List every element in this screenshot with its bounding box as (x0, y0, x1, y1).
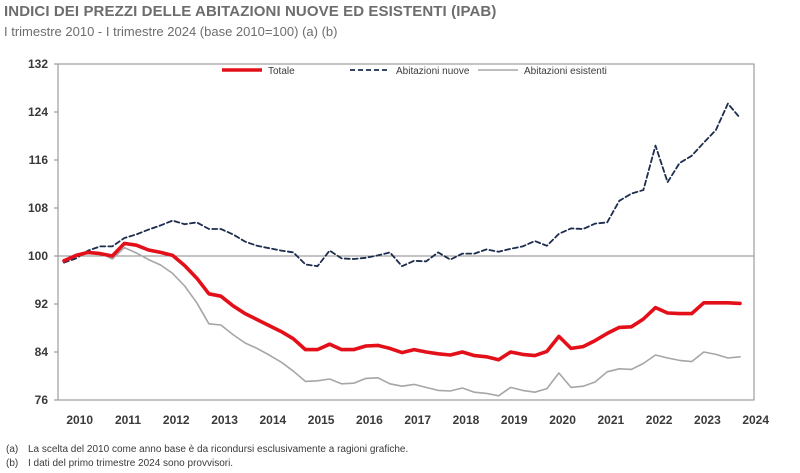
legend-label: Totale (268, 66, 295, 77)
plot-frame (57, 63, 755, 401)
y-tick-label: 76 (35, 393, 49, 407)
x-tick-label: 2024 (742, 413, 769, 427)
footnote-text: La scelta del 2010 come anno base è da r… (28, 444, 409, 455)
page-title: INDICI DEI PREZZI DELLE ABITAZIONI NUOVE… (4, 3, 497, 20)
x-tick-label: 2010 (66, 413, 93, 427)
footnote-a: (a) La scelta del 2010 come anno base è d… (6, 443, 408, 457)
x-tick-label: 2012 (163, 413, 190, 427)
y-tick-label: 132 (28, 57, 48, 71)
chart: 76 84 92 100 108 116 124 132 2010 2011 2012 2013 20… (4, 52, 794, 436)
y-tick-label: 116 (29, 153, 49, 167)
footnotes: (a) La scelta del 2010 come anno base è d… (6, 443, 408, 471)
x-tick-label: 2014 (259, 413, 286, 427)
y-tick-label: 92 (35, 297, 49, 311)
y-tick-label: 124 (28, 105, 48, 119)
series-line-totale (62, 241, 742, 362)
x-tick-label: 2021 (597, 413, 624, 427)
x-tick-label: 2022 (646, 413, 673, 427)
chart-svg: 76 84 92 100 108 116 124 132 2010 2011 2012 2013 20… (28, 57, 769, 427)
x-tick-label: 2016 (356, 413, 383, 427)
x-tick-label: 2018 (453, 413, 480, 427)
y-tick-label: 84 (35, 345, 49, 359)
footnote-key: (a) (6, 444, 19, 455)
footnote-text: I dati del primo trimestre 2024 sono pro… (28, 458, 234, 469)
legend-label: Abitazioni esistenti (524, 66, 607, 77)
y-tick-label: 100 (28, 249, 48, 263)
legend-label: Abitazioni nuove (396, 66, 470, 77)
footnote-key: (b) (6, 458, 19, 469)
x-tick-label: 2013 (211, 413, 238, 427)
x-tick-label: 2019 (501, 413, 528, 427)
x-tick-label: 2011 (115, 413, 141, 427)
x-tick-label: 2020 (549, 413, 576, 427)
series-line-abitazioni-nuove (63, 102, 741, 268)
x-tick-label: 2017 (404, 413, 431, 427)
page-subtitle: I trimestre 2010 - I trimestre 2024 (bas… (4, 24, 338, 39)
x-tick-label: 2015 (308, 413, 335, 427)
series-line-abitazioni-esistenti (63, 246, 741, 397)
footnote-b: (b) I dati del primo trimestre 2024 sono … (6, 457, 408, 471)
y-tick-label: 108 (28, 201, 48, 215)
x-tick-label: 2023 (694, 413, 721, 427)
